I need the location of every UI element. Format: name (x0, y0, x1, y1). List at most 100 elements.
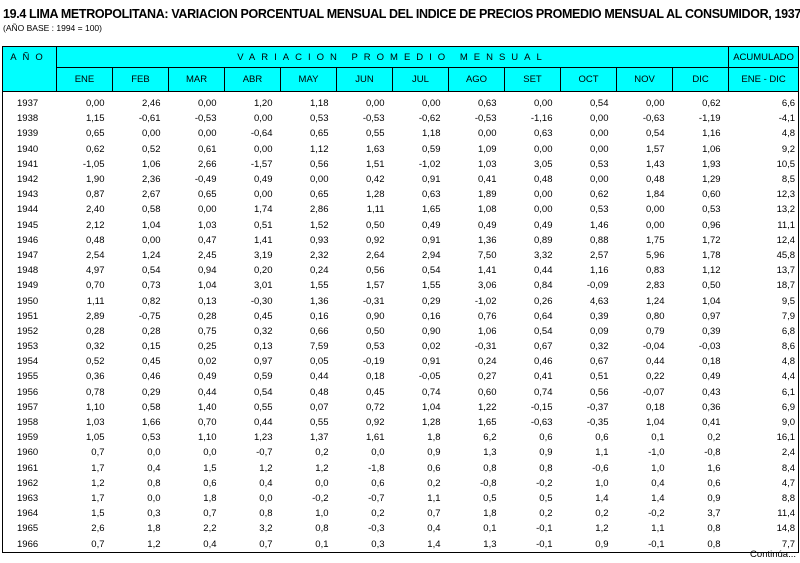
continues-note: Continúa... (750, 549, 796, 560)
month-value-cell: 0,00 (534, 204, 553, 216)
month-value-cell: 1,04 (702, 295, 721, 307)
month-value-cell: 0,50 (366, 325, 385, 337)
year-cell: 1940 (2, 141, 57, 157)
month-value-cell: 0,39 (702, 325, 721, 337)
month-value-cell: 0,0 (203, 447, 217, 459)
month-value-cell: 0,2 (539, 508, 553, 520)
year-cell: 1963 (2, 490, 57, 507)
month-value-cell: 1,28 (422, 417, 441, 429)
month-header-ene: ENE (56, 67, 113, 92)
month-value-cell: 0,54 (142, 265, 161, 277)
month-value-cell: -0,63 (642, 113, 665, 125)
month-value-cell: 0,48 (86, 234, 105, 246)
month-value-cell: -0,05 (418, 371, 441, 383)
month-value-cell: 0,91 (422, 356, 441, 368)
month-value-cell: 0,92 (366, 234, 385, 246)
month-value-cell: 0,00 (198, 204, 217, 216)
table-row: 1964 1,5 0,3 0,7 0,8 1,0 0,2 0,7 1,8 0,2 0,2 -0,2 3,… (2, 506, 800, 522)
month-value-cell: 2,45 (198, 249, 217, 261)
month-value-cell: -1,05 (82, 158, 105, 170)
month-value-cell: 1,65 (422, 204, 441, 216)
month-value-cell: 0,82 (142, 295, 161, 307)
month-value-cell: 0,00 (422, 98, 441, 110)
accumulated-range-header: ENE - DIC (728, 67, 800, 92)
table-row: 1952 0,28 0,28 0,75 0,32 0,66 0,50 0,90 1,06 0,54… (2, 323, 800, 339)
table-row: 1966 0,7 1,2 0,4 0,7 0,1 0,3 1,4 1,3 -0,1 0,9 -0,1 0… (2, 536, 800, 553)
month-value-cell: 0,65 (310, 128, 329, 140)
month-value-cell: 2,36 (142, 174, 161, 186)
month-value-cell: 1,06 (142, 158, 161, 170)
month-value-cell: 0,1 (651, 432, 665, 444)
table-row: 1940 0,62 0,52 0,61 0,00 1,12 1,63 0,59 1,09 0,00… (2, 141, 800, 157)
month-value-cell: -0,31 (474, 341, 497, 353)
month-value-cell: 0,51 (590, 371, 609, 383)
month-value-cell: -0,63 (530, 417, 553, 429)
accumulated-cell: 6,9 (728, 399, 800, 415)
month-value-cell: 0,62 (702, 98, 721, 110)
month-value-cell: 1,37 (310, 432, 329, 444)
month-value-cell: 1,66 (142, 417, 161, 429)
month-value-cell: 0,49 (702, 371, 721, 383)
month-value-cell: 0,00 (254, 143, 273, 155)
month-value-cell: 0,54 (646, 128, 665, 140)
month-value-cell: 0,9 (560, 536, 617, 553)
month-value-cell: 1,1 (651, 523, 665, 535)
month-value-cell: 0,53 (142, 432, 161, 444)
month-value-cell: 0,0 (147, 447, 161, 459)
month-value-cell: 1,2 (595, 523, 609, 535)
month-value-cell: 2,89 (86, 310, 105, 322)
month-value-cell: 3,19 (254, 249, 273, 261)
month-value-cell: 0,8 (483, 462, 497, 474)
month-value-cell: 0,8 (707, 523, 721, 535)
month-value-cell: 0,97 (254, 356, 273, 368)
month-value-cell: 0,72 (366, 401, 385, 413)
month-value-cell: 0,56 (310, 158, 329, 170)
year-cell: 1964 (2, 506, 57, 522)
accumulated-cell: 8,8 (728, 490, 800, 507)
month-value-cell: 0,91 (422, 234, 441, 246)
month-value-cell: -0,1 (616, 536, 673, 553)
month-value-cell: 1,03 (478, 158, 497, 170)
month-value-cell: 6,2 (483, 432, 497, 444)
month-value-cell: 2,6 (91, 523, 105, 535)
month-value-cell: 0,16 (422, 310, 441, 322)
month-value-cell: -0,2 (312, 492, 329, 504)
month-value-cell: -0,04 (642, 341, 665, 353)
month-value-cell: 0,18 (366, 371, 385, 383)
accumulated-cell: 9,0 (728, 414, 800, 431)
month-value-cell: 0,4 (651, 477, 665, 489)
year-header: AÑO (2, 46, 57, 92)
month-value-cell: 0,4 (168, 536, 225, 553)
month-value-cell: 0,29 (422, 295, 441, 307)
month-value-cell: 0,47 (198, 234, 217, 246)
month-value-cell: 0,13 (198, 295, 217, 307)
month-value-cell: 1,36 (478, 234, 497, 246)
accumulated-cell: 10,5 (728, 156, 800, 172)
month-value-cell: 0,65 (86, 128, 105, 140)
month-value-cell: 0,80 (646, 310, 665, 322)
year-cell: 1939 (2, 126, 57, 142)
accumulated-cell: 14,8 (728, 521, 800, 537)
month-value-cell: 0,2 (595, 508, 609, 520)
month-value-cell: 0,41 (534, 371, 553, 383)
month-value-cell: 0,00 (198, 98, 217, 110)
month-value-cell: 1,6 (707, 462, 721, 474)
month-value-cell: -1,57 (250, 158, 273, 170)
month-header-dic: DIC (671, 67, 730, 92)
month-value-cell: 1,2 (259, 462, 273, 474)
accumulated-cell: 6,1 (728, 384, 800, 400)
month-value-cell: 0,6 (707, 477, 721, 489)
month-value-cell: 0,62 (590, 189, 609, 201)
month-value-cell: 0,28 (198, 310, 217, 322)
month-value-cell: 1,04 (198, 280, 217, 292)
month-value-cell: -0,1 (536, 523, 553, 535)
month-value-cell: 1,57 (646, 143, 665, 155)
year-cell: 1941 (2, 156, 57, 172)
month-value-cell: -1,16 (530, 113, 553, 125)
month-value-cell: 5,96 (646, 249, 665, 261)
month-value-cell: 1,1 (595, 447, 609, 459)
base-year-note: (AÑO BASE : 1994 = 100) (3, 23, 102, 33)
month-value-cell: 0,16 (310, 310, 329, 322)
month-value-cell: 0,48 (534, 174, 553, 186)
month-value-cell: 1,57 (366, 280, 385, 292)
